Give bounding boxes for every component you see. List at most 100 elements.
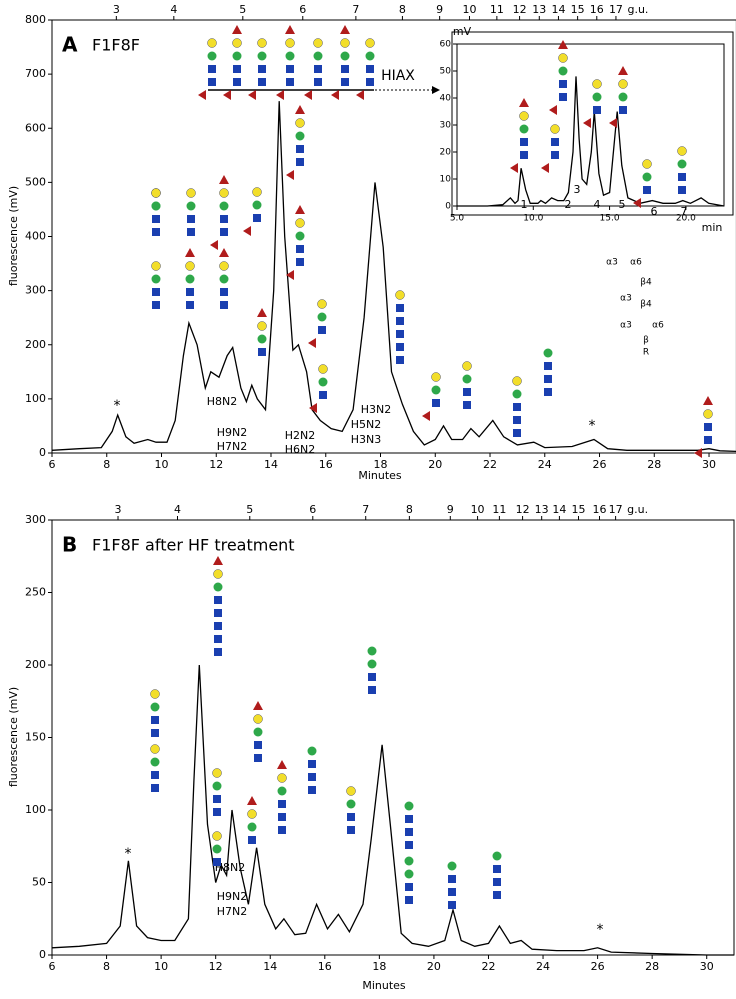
glycan-glcnac <box>258 65 266 73</box>
glycan-man <box>367 646 377 656</box>
y-tick-label: 100 <box>25 392 46 405</box>
glycan-glcnac <box>187 228 195 236</box>
glycan-glcnac <box>233 78 241 86</box>
x-tick-label: 30 <box>702 458 716 471</box>
glycan-fuc <box>247 796 257 805</box>
y-axis-label: fluorescence (mV) <box>7 687 20 787</box>
glycan-gal <box>642 159 652 169</box>
annotation: * <box>597 922 604 938</box>
glycan-glcnac <box>296 245 304 253</box>
linkage-label: α6 <box>652 321 664 331</box>
glycan-fuc <box>618 66 628 75</box>
glycan-glcnac <box>551 151 559 159</box>
annotation: * <box>125 846 132 862</box>
x-tick-label: 20 <box>427 960 441 973</box>
glycan-gal <box>219 188 229 198</box>
glycan-fuc <box>219 248 229 257</box>
x-tick-label: 18 <box>374 458 388 471</box>
x-tick-label: 5.0 <box>450 214 465 224</box>
glycan-glcnac <box>296 258 304 266</box>
glycan-glcnac <box>314 65 322 73</box>
glycan-glcnac <box>233 65 241 73</box>
glycan-glcnac <box>396 304 404 312</box>
glycan-gal <box>151 188 161 198</box>
glycan-fuc <box>223 90 231 100</box>
glycan-man <box>592 92 602 102</box>
glycan-man <box>150 702 160 712</box>
glycan-glcnac <box>678 186 686 194</box>
top-tick-label: 9 <box>436 3 443 16</box>
linkage-label: α3 <box>620 321 632 331</box>
glycan-glcnac <box>208 65 216 73</box>
glycan-man <box>295 231 305 241</box>
glycan-gal <box>558 53 568 63</box>
glycan-glcnac <box>513 416 521 424</box>
x-tick-label: 14 <box>263 960 277 973</box>
glycan-gal <box>257 38 267 48</box>
top-tick-label: 10 <box>471 503 485 516</box>
top-tick-label: 5 <box>246 503 253 516</box>
glycan-glcnac <box>347 813 355 821</box>
glycan-glcnac <box>278 813 286 821</box>
glycan-glcnac <box>704 423 712 431</box>
glycan-glcnac <box>619 106 627 114</box>
y-tick-label: 50 <box>32 876 46 889</box>
x-tick-label: 8 <box>103 960 110 973</box>
annotation: * <box>589 418 596 434</box>
linkage-label: β4 <box>640 300 652 310</box>
glycan-glcnac <box>213 808 221 816</box>
glycan-glcnac <box>347 826 355 834</box>
peak-label: 3 <box>574 183 581 196</box>
glycan-glcnac <box>248 836 256 844</box>
y-tick-label: 200 <box>25 338 46 351</box>
glycan-man <box>257 51 267 61</box>
glycan-man <box>151 274 161 284</box>
glycan-glcnac <box>432 399 440 407</box>
glycan-gal <box>186 188 196 198</box>
x-tick-label: 22 <box>483 458 497 471</box>
x-axis-label: Minutes <box>362 979 406 992</box>
glycan-glcnac <box>463 388 471 396</box>
glycan-glcnac <box>296 158 304 166</box>
glycan-glcnac <box>152 215 160 223</box>
glycan-glcnac <box>151 784 159 792</box>
glycan-fuc <box>243 226 251 236</box>
top-tick-label: 4 <box>170 3 177 16</box>
glycan-fuc <box>185 248 195 257</box>
linkage-label: α3 <box>606 258 618 268</box>
glycan-fuc <box>198 90 206 100</box>
glycan-glcnac <box>448 888 456 896</box>
glycan-gal <box>232 38 242 48</box>
y-axis-label: mV <box>453 25 472 38</box>
plot-frame <box>51 519 735 956</box>
annotation: H9N2 <box>217 890 248 903</box>
glycan-glcnac <box>314 78 322 86</box>
x-tick-label: 6 <box>49 458 56 471</box>
x-tick-label: 24 <box>536 960 550 973</box>
glycan-glcnac <box>151 729 159 737</box>
glycan-fuc <box>356 90 364 100</box>
x-tick-label: 28 <box>645 960 659 973</box>
glycan-man <box>543 348 553 358</box>
glycan-glcnac <box>405 896 413 904</box>
glycan-glcnac <box>341 78 349 86</box>
y-tick-label: 0 <box>39 446 46 459</box>
glycan-glcnac <box>405 828 413 836</box>
linkage-label: R <box>643 348 649 358</box>
glycan-man <box>185 274 195 284</box>
glycan-man <box>186 201 196 211</box>
x-tick-label: 16 <box>319 458 333 471</box>
top-tick-label: 6 <box>299 3 306 16</box>
top-tick-label: 13 <box>535 503 549 516</box>
x-tick-label: 22 <box>481 960 495 973</box>
glycan-glcnac <box>286 78 294 86</box>
glycan-gal <box>247 809 257 819</box>
peak-label: 7 <box>681 205 688 218</box>
top-tick-label: 15 <box>572 503 586 516</box>
top-tick-label: 16 <box>590 3 604 16</box>
glycan-glcnac <box>151 771 159 779</box>
x-axis-label: Minutes <box>358 469 402 482</box>
glycan-glcnac <box>405 815 413 823</box>
top-tick-label: 14 <box>551 3 565 16</box>
glycan-fuc <box>541 163 549 173</box>
